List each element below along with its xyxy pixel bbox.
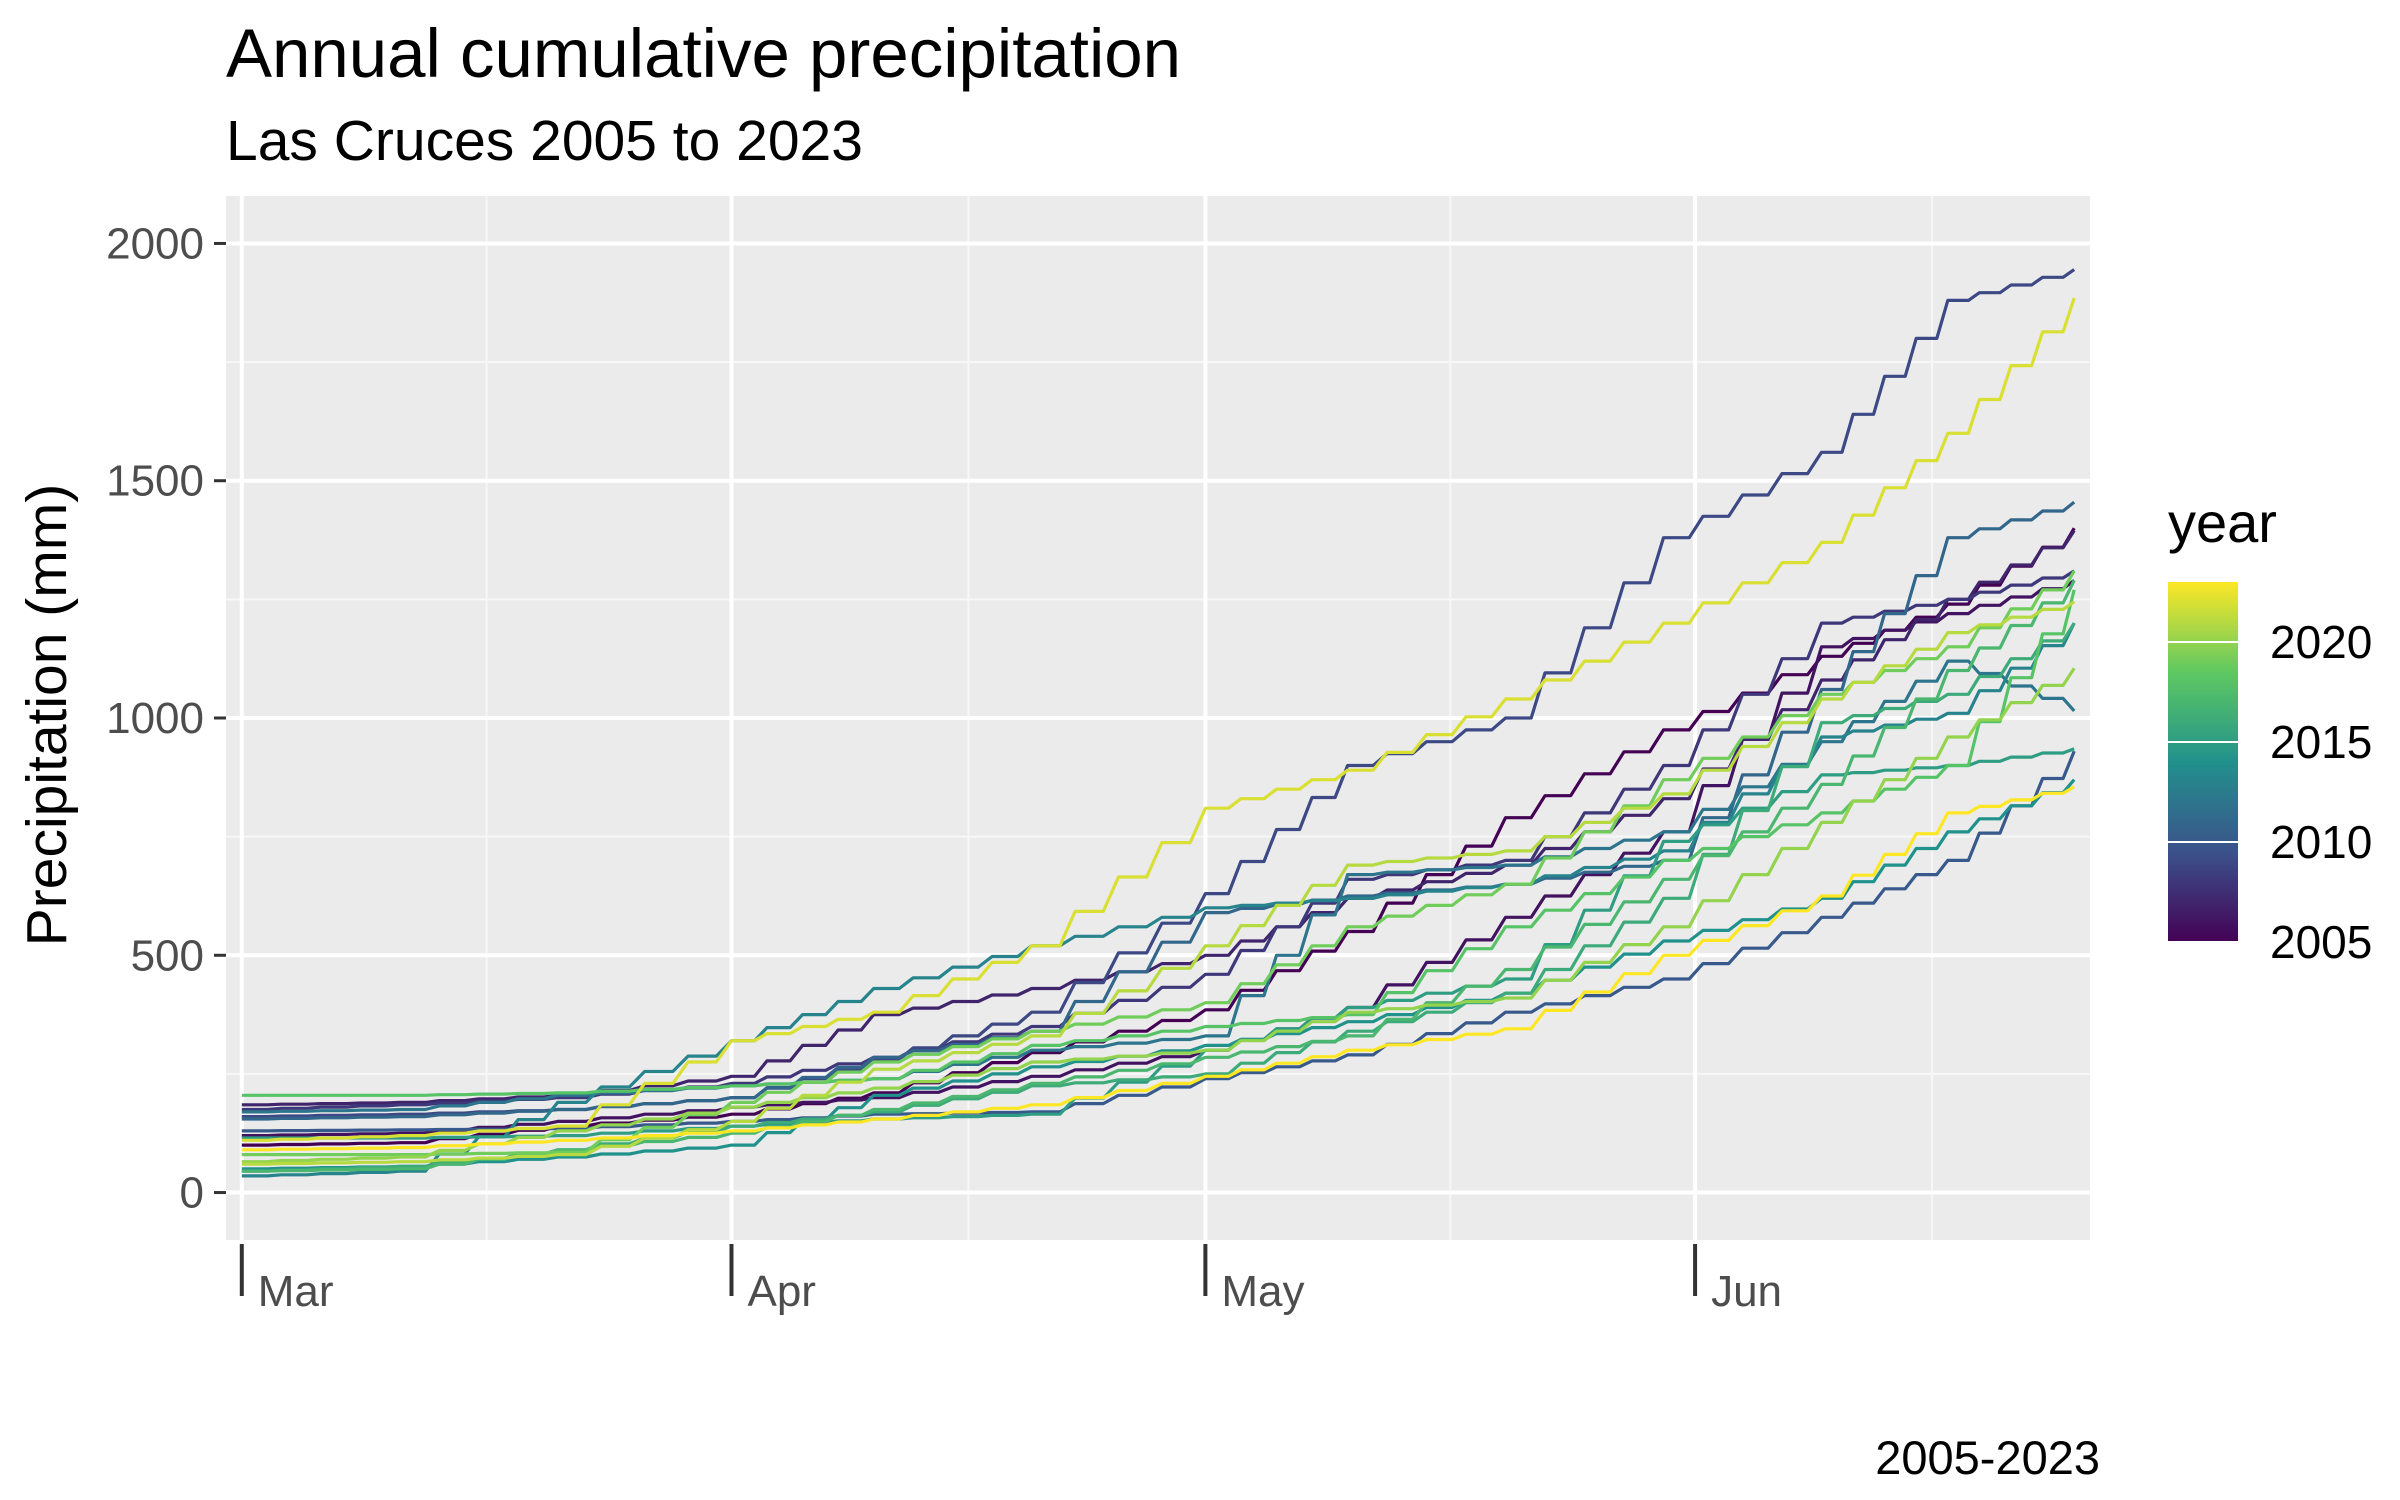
y-axis-title: Precipitation (mm) xyxy=(15,484,79,946)
x-axis: Mar Apr May Jun xyxy=(239,1244,1782,1316)
legend-tick xyxy=(2168,741,2238,743)
y-tick-label: 1500 xyxy=(106,457,204,506)
x-tick-label: Mar xyxy=(258,1267,334,1316)
series-line-2008 xyxy=(241,569,2076,1112)
chart-subtitle: Las Cruces 2005 to 2023 xyxy=(226,109,863,173)
series-line-2018 xyxy=(241,589,2076,1097)
y-axis: 0 500 1000 1500 2000 xyxy=(106,219,226,1218)
series-lines xyxy=(241,268,2076,1178)
y-tick-label: 2000 xyxy=(106,219,204,268)
series-line-2021 xyxy=(241,600,2076,1166)
series-line-2023 xyxy=(241,785,2076,1152)
x-tick-label: Jun xyxy=(1711,1267,1782,1316)
legend-tick xyxy=(2168,641,2238,643)
series-line-2012 xyxy=(241,659,2076,1114)
chart-title: Annual cumulative precipitation xyxy=(226,15,1182,92)
legend-label: 2010 xyxy=(2270,816,2373,868)
legend-label: 2020 xyxy=(2270,616,2373,668)
legend-title: year xyxy=(2168,491,2277,554)
series-line-2017 xyxy=(241,579,2076,1173)
major-gridlines xyxy=(226,196,2090,1240)
series-line-2010 xyxy=(241,750,2076,1133)
series-line-2022 xyxy=(241,297,2076,1142)
legend-label: 2015 xyxy=(2270,716,2373,768)
legend-tick xyxy=(2168,941,2238,943)
x-tick-label: May xyxy=(1221,1267,1304,1316)
series-line-2013 xyxy=(241,622,2076,1178)
legend-colorbar xyxy=(2168,582,2238,942)
y-tick-label: 500 xyxy=(131,931,204,980)
legend-tick xyxy=(2168,841,2238,843)
series-line-2011 xyxy=(241,500,2076,1121)
y-tick-label: 1000 xyxy=(106,694,204,743)
series-line-2019 xyxy=(241,570,2076,1157)
series-line-2020 xyxy=(241,667,2076,1164)
x-tick-label: Apr xyxy=(747,1267,815,1316)
legend-label: 2005 xyxy=(2270,916,2373,968)
chart-caption: 2005-2023 xyxy=(1875,1431,2100,1484)
y-tick-label: 0 xyxy=(180,1169,204,1218)
